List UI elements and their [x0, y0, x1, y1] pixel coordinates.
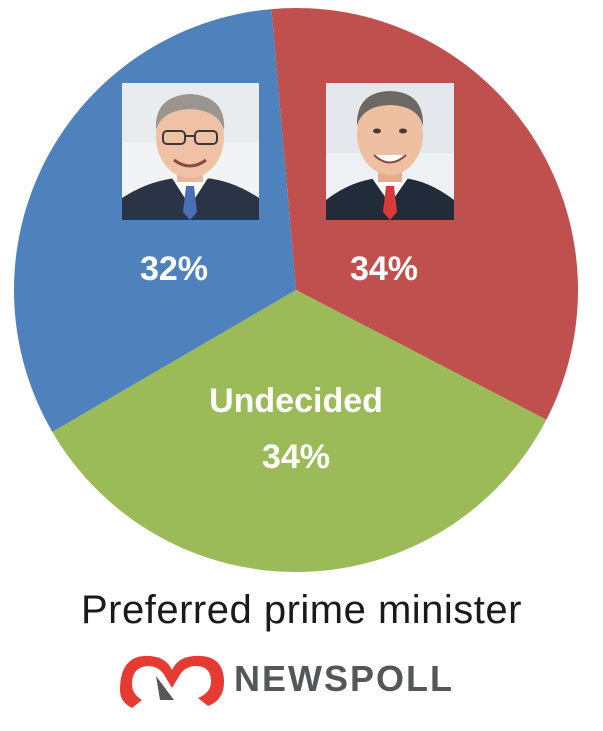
chart-title: Preferred prime minister	[80, 588, 522, 632]
slice-value-label: 34%	[350, 250, 418, 288]
brand-name: NEWSPOLL	[234, 658, 454, 699]
bill-shorten-photo	[326, 83, 454, 220]
slice-category-label: Undecided	[209, 382, 383, 420]
pie-slices	[14, 8, 578, 572]
pie-labels: 34% Undecided 34% 32%	[140, 250, 418, 476]
newspoll-logo-icon	[120, 655, 224, 708]
pie-chart: 34% Undecided 34% 32%	[14, 8, 578, 572]
pie-slice-undecided	[52, 290, 547, 572]
scott-morrison-photo	[122, 83, 259, 220]
newspoll-brand: NEWSPOLL	[116, 648, 454, 710]
slice-value-label: 34%	[262, 438, 330, 476]
slice-value-label: 32%	[140, 250, 208, 288]
